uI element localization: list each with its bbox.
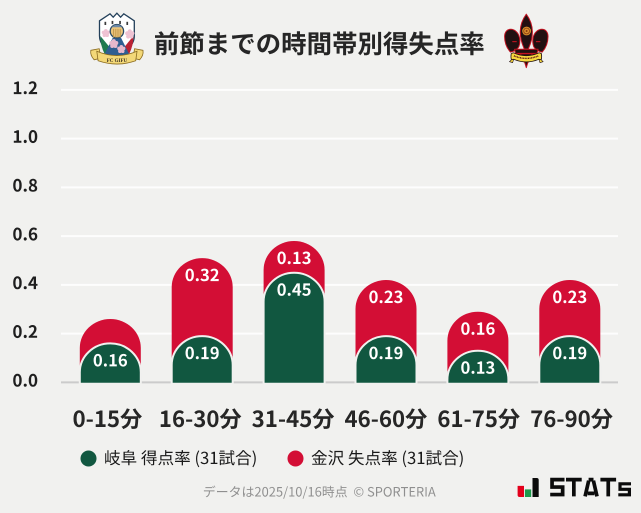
svg-text:FC GIFU: FC GIFU bbox=[107, 59, 128, 64]
